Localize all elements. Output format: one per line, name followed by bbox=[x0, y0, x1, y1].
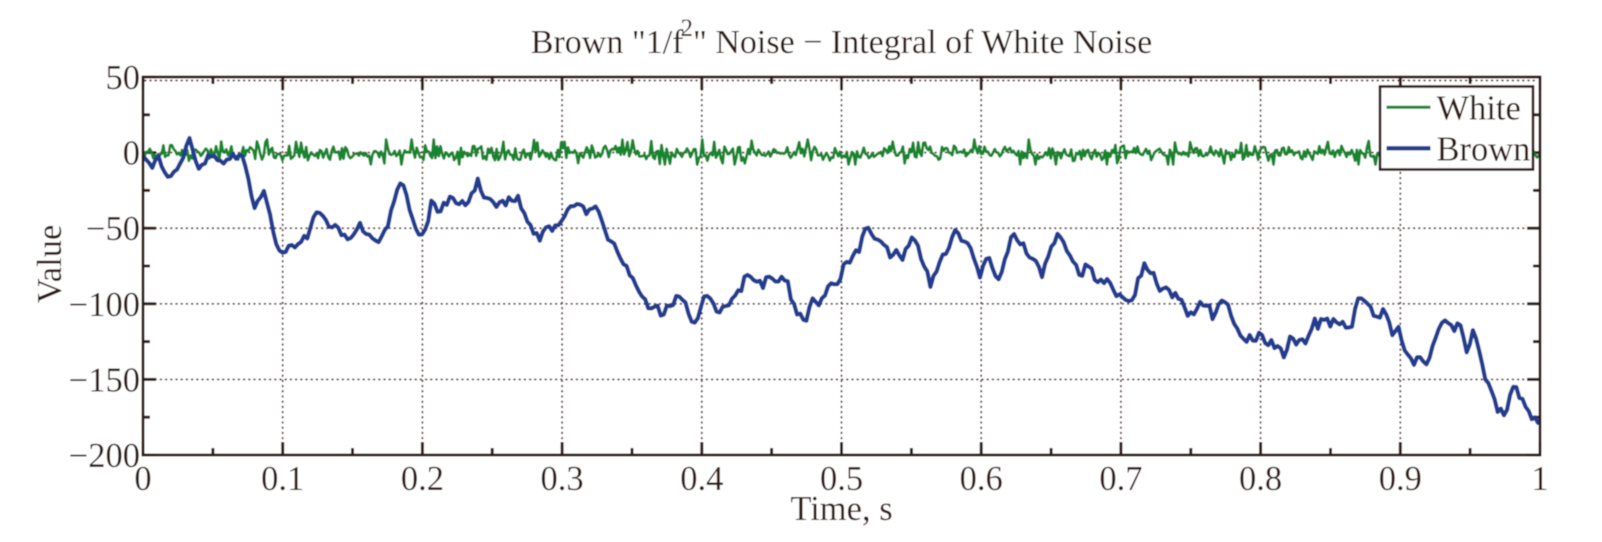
svg-text:0.3: 0.3 bbox=[541, 460, 584, 498]
svg-text:0.5: 0.5 bbox=[820, 460, 863, 498]
svg-text:0: 0 bbox=[134, 460, 151, 498]
svg-text:50: 50 bbox=[106, 59, 141, 97]
svg-text:0.6: 0.6 bbox=[960, 460, 1003, 498]
svg-text:−200: −200 bbox=[69, 437, 140, 475]
svg-text:0.2: 0.2 bbox=[401, 460, 444, 498]
svg-text:Value: Value bbox=[31, 225, 69, 304]
svg-text:1: 1 bbox=[1531, 460, 1548, 498]
svg-text:0: 0 bbox=[123, 135, 140, 173]
svg-text:0.4: 0.4 bbox=[680, 460, 723, 498]
svg-text:0.1: 0.1 bbox=[261, 460, 304, 498]
svg-text:0.7: 0.7 bbox=[1099, 460, 1142, 498]
svg-text:Brown: Brown bbox=[1437, 131, 1531, 169]
svg-text:Time, s: Time, s bbox=[790, 490, 892, 528]
svg-text:White: White bbox=[1437, 90, 1521, 128]
svg-text:0.9: 0.9 bbox=[1379, 460, 1422, 498]
svg-text:−50: −50 bbox=[86, 210, 140, 248]
svg-text:0.8: 0.8 bbox=[1239, 460, 1282, 498]
svg-text:−100: −100 bbox=[69, 286, 140, 324]
svg-text:−150: −150 bbox=[69, 361, 140, 399]
